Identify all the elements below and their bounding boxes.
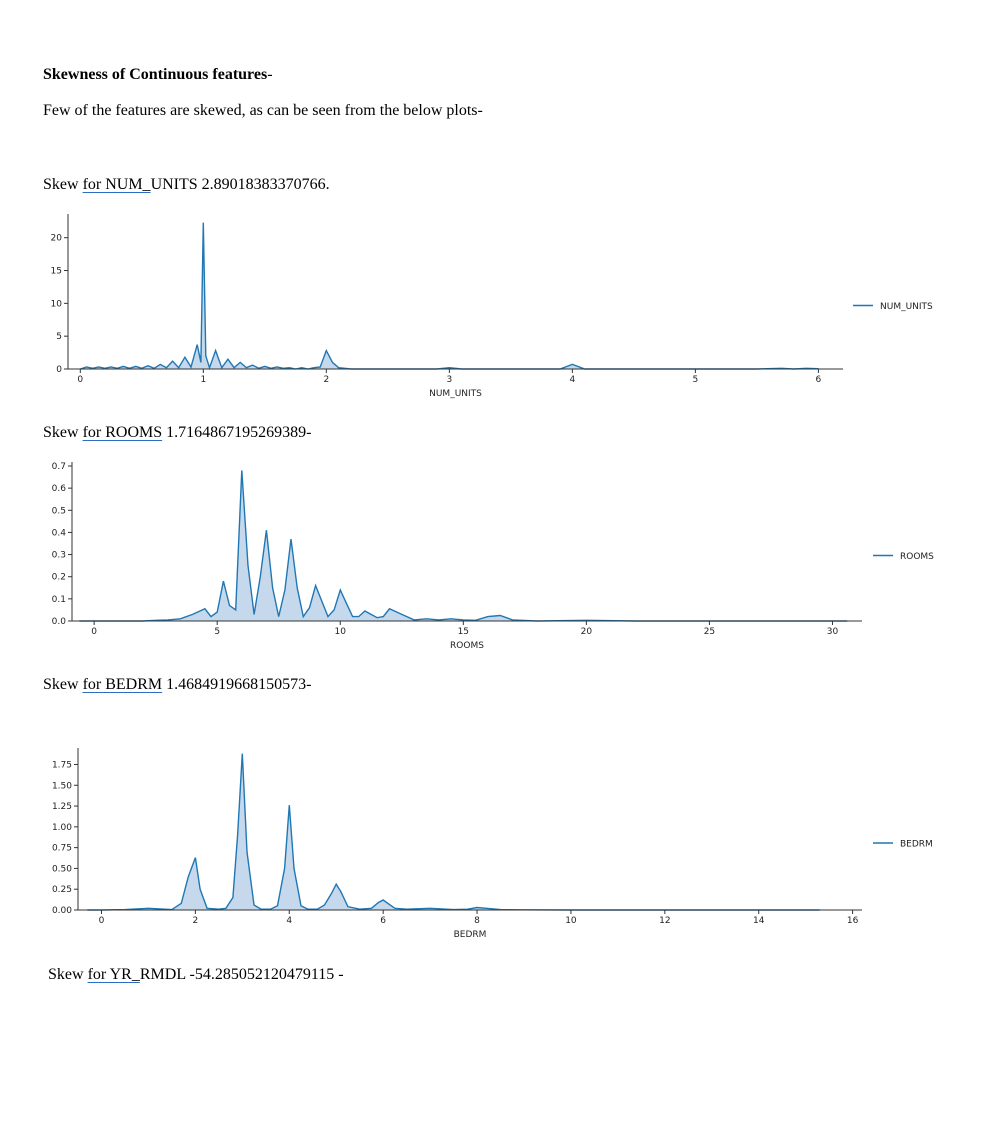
skew-prefix: Skew bbox=[48, 966, 88, 983]
y-tick-label: 0.3 bbox=[52, 551, 66, 561]
x-tick-label: 16 bbox=[847, 916, 859, 926]
x-tick-label: 20 bbox=[581, 627, 593, 637]
y-tick-label: 10 bbox=[51, 299, 63, 309]
y-tick-label: 0.0 bbox=[52, 617, 67, 627]
skew-link[interactable]: for BEDRM bbox=[82, 676, 163, 693]
skew-value: UNITS 2.89018383370766. bbox=[150, 176, 330, 193]
section-heading: Skewness of Continuous features- bbox=[43, 66, 273, 84]
intro-text: Few of the features are skewed, as can b… bbox=[43, 102, 483, 119]
series-line bbox=[79, 470, 848, 622]
x-axis-label: NUM_UNITS bbox=[429, 389, 482, 399]
x-tick-label: 4 bbox=[286, 916, 292, 926]
x-tick-label: 6 bbox=[380, 916, 386, 926]
y-tick-label: 20 bbox=[51, 234, 63, 244]
x-tick-label: 10 bbox=[565, 916, 577, 926]
skew-prefix: Skew bbox=[43, 176, 83, 193]
skew-value: 1.4684919668150573- bbox=[162, 676, 312, 693]
x-tick-label: 30 bbox=[827, 627, 839, 637]
rooms-kde-chart: 0 5 10 15 20 25 30 0.0 0.1 0.2 0.3 0.4 0.5 0.6 0.7 ROOM… bbox=[52, 462, 934, 651]
x-tick-label: 8 bbox=[474, 916, 480, 926]
y-tick-label: 0.2 bbox=[52, 573, 66, 583]
x-tick-label: 10 bbox=[335, 627, 347, 637]
skew-line-bedrm: Skew for BEDRM 1.4684919668150573- bbox=[43, 676, 311, 694]
series-line bbox=[87, 753, 820, 911]
skew-value: RMDL -54.285052120479115 - bbox=[139, 966, 344, 983]
legend-label: BEDRM bbox=[900, 840, 933, 850]
y-tick-label: 15 bbox=[51, 267, 62, 277]
y-tick-label: 5 bbox=[56, 332, 62, 342]
y-tick-label: 1.50 bbox=[52, 781, 72, 791]
y-tick-label: 0.50 bbox=[52, 864, 72, 874]
heading-tail: - bbox=[267, 66, 273, 83]
series-area bbox=[87, 753, 820, 910]
skew-line-rooms: Skew for ROOMS 1.7164867195269389- bbox=[43, 424, 311, 442]
x-tick-label: 0 bbox=[99, 916, 105, 926]
skew-line-num-units: Skew for NUM_UNITS 2.89018383370766. bbox=[43, 176, 330, 194]
x-tick-label: 5 bbox=[214, 627, 220, 637]
y-tick-label: 0.00 bbox=[52, 906, 72, 916]
y-tick-label: 0.4 bbox=[52, 528, 67, 538]
y-tick-label: 0.6 bbox=[52, 484, 67, 494]
y-tick-label: 1.75 bbox=[52, 760, 72, 770]
skew-link[interactable]: for ROOMS bbox=[82, 424, 163, 441]
x-tick-label: 2 bbox=[192, 916, 198, 926]
x-tick-label: 0 bbox=[91, 627, 97, 637]
x-tick-label: 3 bbox=[446, 375, 452, 385]
legend-label: ROOMS bbox=[900, 552, 934, 562]
skew-line-yr-rmdl: Skew for YR_RMDL -54.285052120479115 - bbox=[48, 966, 344, 984]
x-tick-label: 5 bbox=[693, 375, 699, 385]
skew-value: 1.7164867195269389- bbox=[162, 424, 312, 441]
y-tick-label: 0.25 bbox=[52, 885, 72, 895]
x-axis-label: BEDRM bbox=[454, 930, 487, 940]
x-tick-label: 14 bbox=[753, 916, 765, 926]
skew-prefix: Skew bbox=[43, 676, 83, 693]
y-tick-label: 1.00 bbox=[52, 823, 72, 833]
y-tick-label: 1.25 bbox=[52, 802, 72, 812]
x-tick-label: 15 bbox=[458, 627, 469, 637]
y-tick-label: 0.5 bbox=[52, 506, 66, 516]
bedrm-kde-chart: 0 2 4 6 8 10 12 14 16 0.00 0.25 0.50 0.75 1.00 1.25 1.5… bbox=[52, 748, 933, 940]
skew-prefix: Skew bbox=[43, 424, 83, 441]
x-tick-label: 12 bbox=[659, 916, 670, 926]
series-area bbox=[79, 470, 848, 621]
y-tick-label: 0.7 bbox=[52, 462, 66, 472]
y-tick-label: 0.1 bbox=[52, 595, 66, 605]
y-tick-label: 0 bbox=[56, 365, 62, 375]
x-tick-label: 6 bbox=[816, 375, 822, 385]
x-axis-label: ROOMS bbox=[450, 641, 484, 651]
x-tick-label: 25 bbox=[704, 627, 715, 637]
skew-link[interactable]: for NUM_ bbox=[82, 176, 151, 193]
x-tick-label: 2 bbox=[323, 375, 329, 385]
legend-label: NUM_UNITS bbox=[880, 302, 933, 312]
x-tick-label: 0 bbox=[77, 375, 83, 385]
heading-text: Skewness of Continuous features bbox=[43, 66, 268, 83]
x-tick-label: 4 bbox=[569, 375, 575, 385]
skew-link[interactable]: for YR_ bbox=[87, 966, 140, 983]
x-tick-label: 1 bbox=[200, 375, 206, 385]
num-units-kde-chart: 0 1 2 3 4 5 6 0 5 10 15 20 NUM_UNITS NUM_UNITS bbox=[51, 214, 933, 399]
y-tick-label: 0.75 bbox=[52, 844, 72, 854]
